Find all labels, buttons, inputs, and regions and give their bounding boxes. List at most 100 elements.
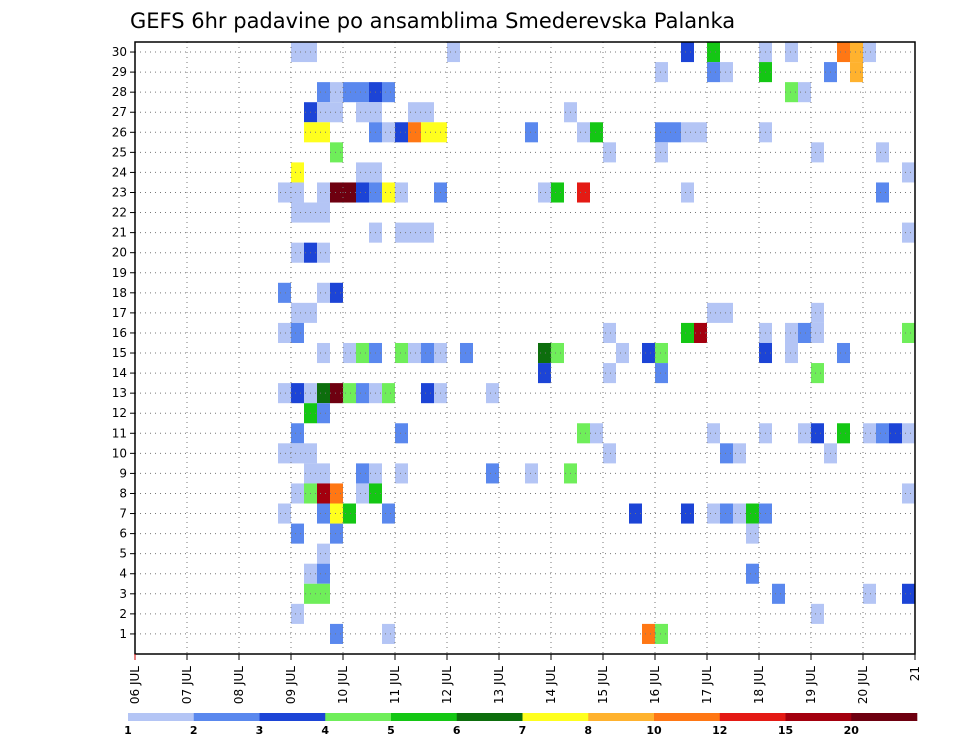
y-tick-label: 16 xyxy=(112,326,127,340)
heatmap-cell xyxy=(330,623,343,644)
heatmap-cell xyxy=(356,182,369,203)
x-tick-label: 17 JUL xyxy=(700,666,714,704)
heatmap-cell xyxy=(876,142,889,163)
heatmap-cell xyxy=(902,423,915,444)
y-tick-label: 26 xyxy=(112,125,127,139)
heatmap-cell xyxy=(785,322,798,343)
heatmap-cell xyxy=(278,182,291,203)
colorbar-label: 8 xyxy=(584,724,592,737)
grid-lines xyxy=(135,42,915,654)
heatmap-cell xyxy=(785,82,798,103)
heatmap-cell xyxy=(330,383,343,404)
heatmap-cell xyxy=(707,302,720,323)
heatmap-cell xyxy=(655,342,668,364)
heatmap-cell xyxy=(356,102,369,123)
heatmap-cell xyxy=(616,342,629,364)
heatmap-cell xyxy=(551,342,564,364)
y-tick-label: 30 xyxy=(112,45,127,59)
colorbar-swatch xyxy=(193,713,260,721)
chart-title: GEFS 6hr padavine po ansamblima Smederev… xyxy=(130,9,735,33)
y-tick-label: 6 xyxy=(119,527,127,541)
y-tick-label: 5 xyxy=(119,547,127,561)
heatmap-cell xyxy=(408,342,421,364)
heatmap-cell xyxy=(707,42,720,63)
heatmap-cell xyxy=(291,242,304,263)
y-tick-label: 7 xyxy=(119,507,127,521)
y-tick-label: 25 xyxy=(112,145,127,159)
heatmap-cell xyxy=(538,342,551,364)
heatmap-cell xyxy=(356,463,369,484)
heatmap-cell xyxy=(291,483,304,504)
y-tick-label: 12 xyxy=(112,406,127,420)
heatmap-cell xyxy=(291,42,304,63)
y-tick-label: 8 xyxy=(119,486,127,500)
colorbar: 1 2 3 4 5 6 7 8 10 12 15 20 xyxy=(124,713,918,737)
heatmap-cell xyxy=(902,483,915,504)
heatmap-cell xyxy=(850,42,863,63)
heatmap-cell xyxy=(785,42,798,63)
heatmap-cell xyxy=(330,102,343,123)
heatmap-cell xyxy=(525,122,538,143)
heatmap-cell xyxy=(811,423,824,444)
heatmap-cell xyxy=(681,182,694,203)
colorbar-swatch xyxy=(325,713,392,721)
heatmap-cells xyxy=(278,42,915,644)
x-tick-label: 15 JUL xyxy=(596,666,610,704)
heatmap-cell xyxy=(395,342,408,364)
colorbar-label: 20 xyxy=(844,724,860,737)
heatmap-cell xyxy=(746,503,759,524)
x-axis: 06 JUL 07 JUL 08 JUL 09 JUL 10 JUL 11 JUL 12 J… xyxy=(128,654,922,704)
heatmap-cell xyxy=(733,503,746,524)
heatmap-cell xyxy=(330,503,343,524)
heatmap-cell xyxy=(811,322,824,343)
colorbar-swatch xyxy=(719,713,786,721)
heatmap-cell xyxy=(746,523,759,544)
heatmap-cell xyxy=(707,423,720,444)
heatmap-cell xyxy=(668,122,681,143)
heatmap-cell xyxy=(317,483,330,504)
heatmap-cell xyxy=(343,82,356,103)
heatmap-cell xyxy=(395,122,408,143)
colorbar-label: 7 xyxy=(519,724,527,737)
y-tick-label: 23 xyxy=(112,185,127,199)
y-tick-label: 19 xyxy=(112,266,127,280)
heatmap-cell xyxy=(538,363,551,384)
heatmap-cell xyxy=(577,182,590,203)
heatmap-cell xyxy=(278,383,291,404)
x-tick-label: 08 JUL xyxy=(232,666,246,704)
y-tick-label: 22 xyxy=(112,206,127,220)
heatmap-cell xyxy=(577,423,590,444)
heatmap-cell xyxy=(421,222,434,243)
heatmap-cell xyxy=(291,162,304,183)
heatmap-cell xyxy=(811,363,824,384)
colorbar-label: 15 xyxy=(778,724,793,737)
y-tick-label: 21 xyxy=(112,226,127,240)
x-tick-label: 19 JUL xyxy=(804,666,818,704)
heatmap-cell xyxy=(291,443,304,464)
heatmap-cell xyxy=(811,302,824,323)
heatmap-cell xyxy=(356,82,369,103)
y-tick-label: 15 xyxy=(112,346,127,360)
heatmap-cell xyxy=(317,403,330,424)
colorbar-label: 10 xyxy=(646,724,662,737)
y-tick-label: 28 xyxy=(112,85,127,99)
heatmap-cell xyxy=(681,503,694,524)
heatmap-cell xyxy=(681,42,694,63)
colorbar-swatch xyxy=(785,713,852,721)
heatmap-cell xyxy=(733,443,746,464)
heatmap-cell xyxy=(486,463,499,484)
heatmap-cell xyxy=(486,383,499,404)
heatmap-cell xyxy=(655,623,668,644)
y-tick-label: 10 xyxy=(112,446,127,460)
heatmap-cell xyxy=(850,62,863,83)
plot-frame xyxy=(134,41,916,655)
y-tick-label: 1 xyxy=(119,627,127,641)
heatmap-cell xyxy=(291,603,304,624)
colorbar-label: 2 xyxy=(190,724,198,737)
colorbar-label: 4 xyxy=(321,724,329,737)
x-tick-label: 21 xyxy=(908,666,922,681)
x-tick-label: 06 JUL xyxy=(128,666,142,704)
heatmap-cell xyxy=(330,523,343,544)
heatmap-cell xyxy=(291,182,304,203)
heatmap-cell xyxy=(720,302,733,323)
